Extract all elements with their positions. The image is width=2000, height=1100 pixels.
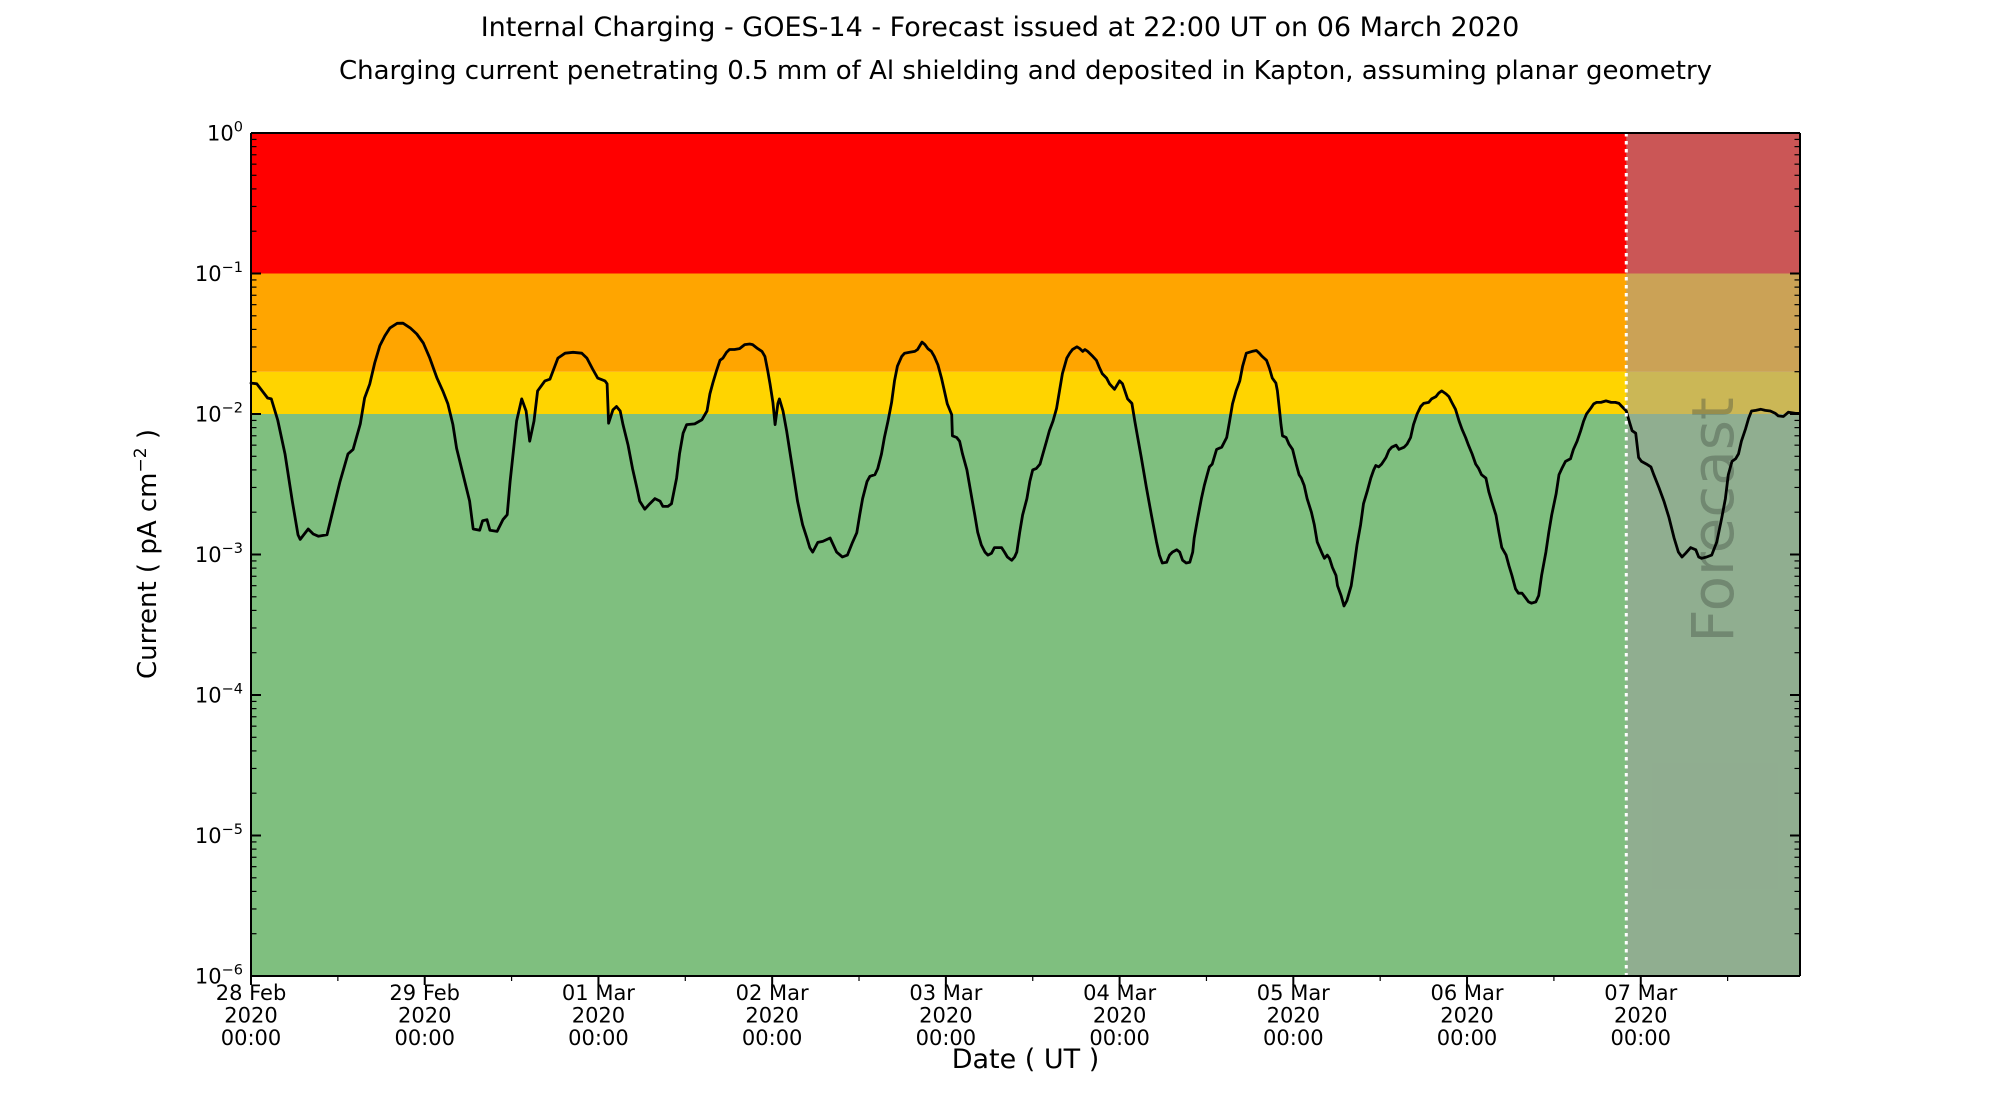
x-tick-label: 01 Mar 2020 00:00 — [562, 981, 635, 1050]
y-axis-label: Current ( pA cm−2 ) — [131, 429, 163, 679]
x-tick-label: 06 Mar 2020 00:00 — [1431, 981, 1504, 1050]
y-tick-label: 10−5 — [195, 822, 243, 848]
y-axis-label-exponent: −2 — [131, 447, 152, 473]
band-red — [251, 133, 1800, 274]
band-green — [251, 414, 1800, 976]
x-tick-label: 02 Mar 2020 00:00 — [736, 981, 809, 1050]
y-tick-label: 10−2 — [195, 401, 243, 427]
x-tick-label: 04 Mar 2020 00:00 — [1083, 981, 1156, 1050]
y-axis-label-text: Current ( pA cm — [132, 472, 163, 679]
y-tick-label: 10−1 — [195, 260, 243, 286]
x-tick-label: 03 Mar 2020 00:00 — [909, 981, 982, 1050]
x-tick-label: 28 Feb 2020 00:00 — [216, 981, 287, 1050]
forecast-watermark: Forecast — [1679, 397, 1747, 642]
y-tick-label: 100 — [207, 120, 243, 146]
y-tick-label: 10−3 — [195, 541, 243, 567]
y-tick-label: 10−4 — [195, 682, 243, 708]
band-orange — [251, 273, 1800, 372]
y-axis-label-suffix: ) — [132, 429, 163, 448]
band-yellow — [251, 371, 1800, 414]
risk-bands — [251, 133, 1800, 976]
current-line — [249, 321, 1800, 608]
chart-subtitle: Charging current penetrating 0.5 mm of A… — [338, 56, 1713, 86]
current-series — [249, 321, 1800, 608]
chart-title: Internal Charging - GOES-14 - Forecast i… — [480, 12, 1520, 43]
x-tick-label: 07 Mar 2020 00:00 — [1604, 981, 1677, 1050]
x-axis-label: Date ( UT ) — [951, 1044, 1100, 1075]
x-tick-label: 05 Mar 2020 00:00 — [1257, 981, 1330, 1050]
x-tick-label: 29 Feb 2020 00:00 — [389, 981, 460, 1050]
